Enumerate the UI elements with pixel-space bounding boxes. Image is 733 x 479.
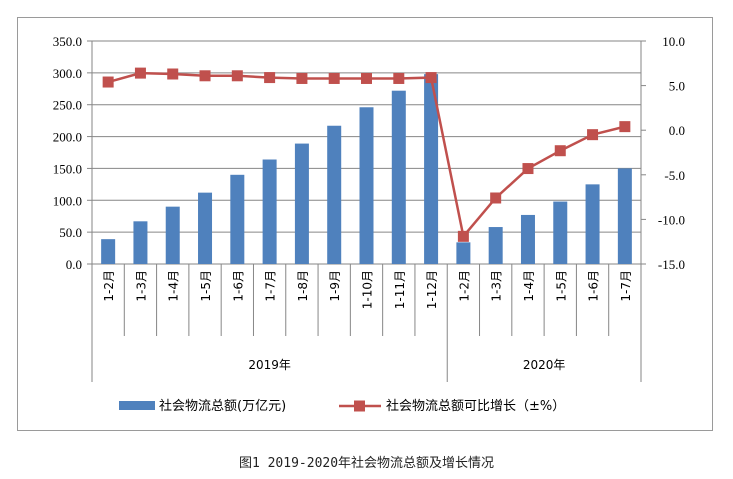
- growth-point: [102, 76, 114, 88]
- x-tick-label: 1-2月: [102, 270, 116, 302]
- growth-point: [361, 72, 372, 84]
- y-left-tick-label: 300.0: [53, 66, 82, 81]
- x-tick-label: 1-7月: [619, 270, 633, 302]
- y-left-tick-label: 350.0: [53, 34, 82, 49]
- x-tick-label: 1-9月: [328, 270, 342, 302]
- x-tick-label: 1-10月: [361, 270, 375, 309]
- x-tick-label: 1-5月: [554, 270, 568, 302]
- y-left-tick-label: 50.0: [59, 225, 82, 240]
- bar: [230, 174, 245, 264]
- chart-frame: 0.0 50.0 100.0 150.0 200.0 250.0 300.0 350.0 -15…: [17, 17, 713, 431]
- growth-point: [619, 121, 631, 133]
- legend-swatch-marker: [354, 400, 365, 412]
- bar: [262, 159, 277, 264]
- growth-point: [554, 145, 566, 157]
- bar: [359, 107, 374, 265]
- growth-point: [328, 72, 340, 84]
- bar: [585, 184, 600, 264]
- growth-point: [264, 72, 276, 84]
- growth-point: [457, 230, 469, 242]
- y-right-tick-label: 5.0: [669, 79, 685, 94]
- growth-point: [393, 72, 405, 84]
- legend-swatch-bars: [119, 401, 155, 410]
- y-left-tick-label: 250.0: [53, 98, 82, 113]
- growth-point: [490, 192, 502, 204]
- y-left-tick-label: 0.0: [66, 257, 82, 272]
- x-tick-label: 1-5月: [199, 270, 213, 302]
- x-tick-label: 1-12月: [425, 270, 439, 309]
- y-left-tick-label: 100.0: [53, 193, 82, 208]
- bar: [327, 125, 342, 265]
- growth-point: [134, 67, 146, 79]
- growth-point: [587, 129, 599, 141]
- bar: [198, 192, 213, 264]
- growth-point: [231, 70, 243, 82]
- x-tick-label: 1-4月: [522, 270, 536, 302]
- bar: [424, 74, 439, 264]
- x-tick-label: 1-2月: [457, 270, 471, 302]
- figure-caption: 图1 2019-2020年社会物流总额及增长情况: [238, 456, 495, 471]
- group-label: 2020年: [523, 358, 566, 372]
- x-tick-label: 1-4月: [167, 270, 181, 302]
- x-tick-label: 1-3月: [490, 270, 504, 302]
- y-right-tick-label: -5.0: [664, 168, 685, 183]
- legend-label-bars: 社会物流总额(万亿元): [159, 398, 286, 414]
- bar: [391, 90, 406, 264]
- x-tick-label: 1-6月: [587, 270, 601, 302]
- x-tick-label: 1-11月: [393, 270, 407, 309]
- growth-point: [167, 68, 179, 80]
- y-right-tick-label: 0.0: [669, 123, 685, 138]
- x-tick-label: 1-6月: [231, 270, 245, 302]
- growth-point: [199, 70, 211, 82]
- x-tick-label: 1-7月: [264, 270, 278, 302]
- bar: [617, 168, 632, 264]
- bar: [165, 206, 180, 264]
- bar: [553, 201, 568, 264]
- x-tick-label: 1-8月: [296, 270, 310, 302]
- y-right-tick-label: -15.0: [658, 257, 685, 272]
- y-left-tick-label: 150.0: [53, 161, 82, 176]
- bar: [294, 143, 309, 264]
- chart-svg: 0.0 50.0 100.0 150.0 200.0 250.0 300.0 350.0 -15…: [53, 34, 685, 414]
- y-left-tick-label: 200.0: [53, 130, 82, 145]
- bar: [456, 242, 471, 264]
- bar: [520, 214, 535, 264]
- y-right-tick-label: -10.0: [658, 212, 685, 227]
- growth-point: [296, 72, 308, 84]
- group-label: 2019年: [248, 358, 291, 372]
- growth-point: [425, 72, 437, 84]
- x-tick-label: 1-3月: [134, 270, 148, 302]
- bar: [101, 239, 116, 264]
- legend-label-line: 社会物流总额可比增长（±%）: [386, 398, 565, 414]
- y-right-tick-label: 10.0: [662, 34, 685, 49]
- bar: [133, 221, 148, 264]
- bar: [488, 227, 503, 264]
- growth-point: [522, 163, 534, 175]
